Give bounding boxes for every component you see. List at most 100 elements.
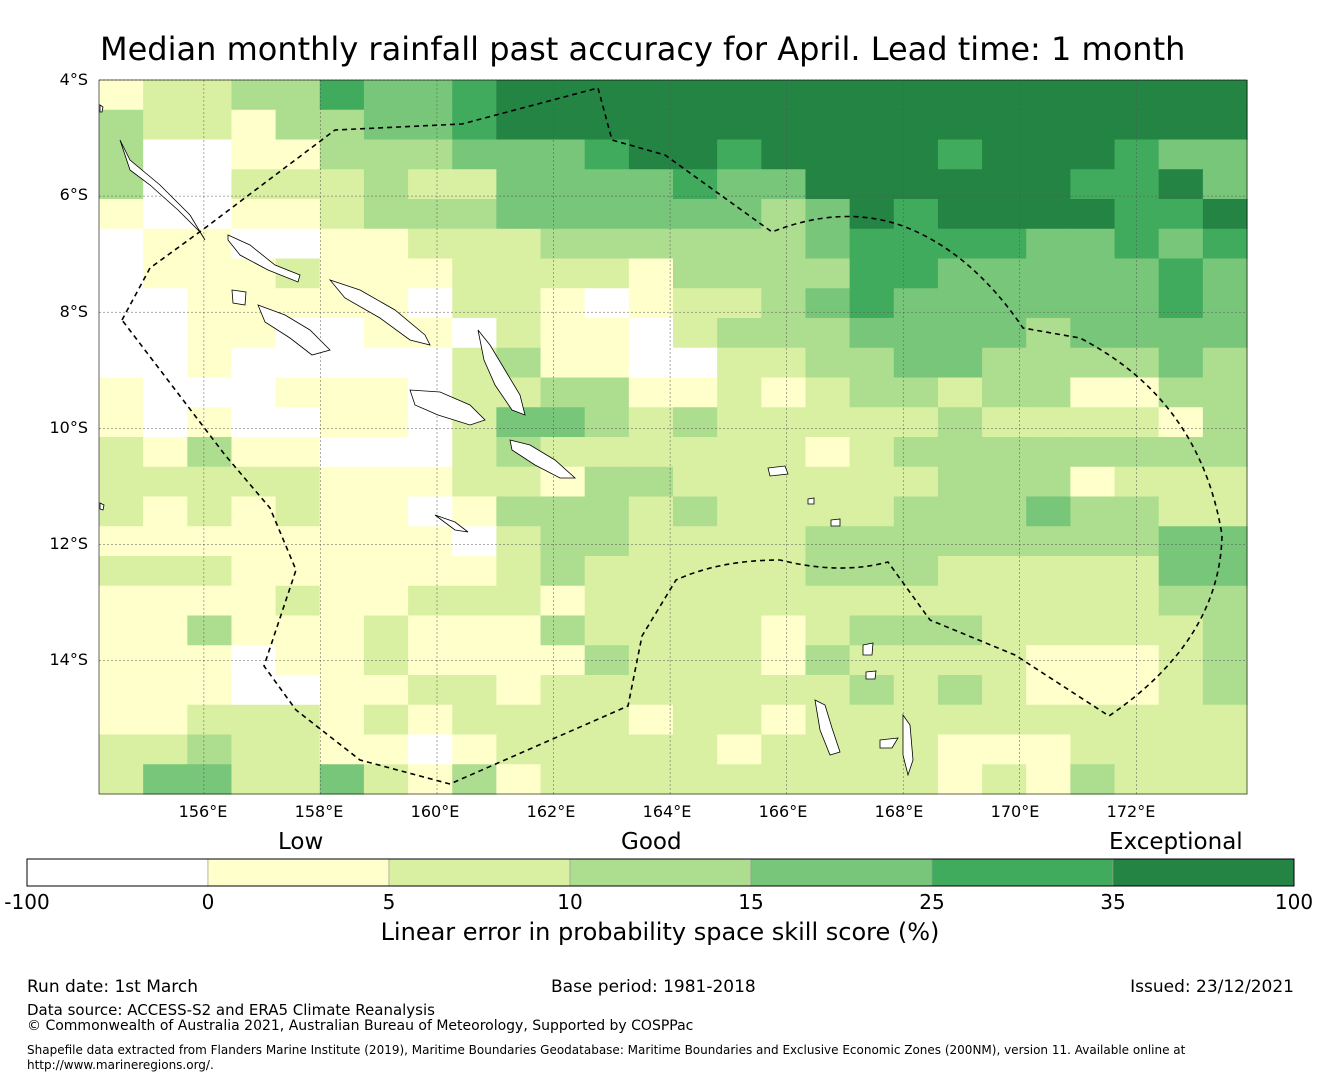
grid-cell xyxy=(187,169,233,200)
grid-cell xyxy=(717,734,762,765)
grid-cell xyxy=(717,466,762,498)
grid-cell xyxy=(761,496,807,527)
grid-cell xyxy=(584,318,630,349)
grid-cell xyxy=(805,764,851,795)
grid-cell xyxy=(496,109,542,141)
grid-cell xyxy=(1158,109,1204,141)
grid-cell xyxy=(319,139,365,170)
grid-cell xyxy=(761,347,807,379)
grid-cell xyxy=(1158,585,1204,617)
grid-cell xyxy=(275,407,321,438)
grid-cell xyxy=(275,615,321,646)
grid-cell xyxy=(1026,288,1071,319)
grid-cell xyxy=(893,199,939,230)
grid-cell xyxy=(408,199,453,230)
grid-cell xyxy=(187,80,233,111)
grid-cell xyxy=(893,734,939,765)
grid-cell xyxy=(143,258,188,289)
grid-cell xyxy=(893,228,939,260)
grid-cell xyxy=(717,496,762,527)
grid-cell xyxy=(937,556,983,587)
lat-label-8s: 8°S xyxy=(59,302,88,321)
grid-cell xyxy=(1026,228,1071,260)
grid-cell xyxy=(1070,556,1116,587)
grid-cell xyxy=(673,466,718,498)
grid-cell xyxy=(143,496,188,527)
grid-cell xyxy=(628,496,674,527)
grid-cell xyxy=(982,169,1027,200)
grid-cell xyxy=(99,80,144,111)
grid-cell xyxy=(1026,585,1071,617)
grid-cell xyxy=(584,228,630,260)
grid-cell xyxy=(937,377,983,408)
grid-cell xyxy=(1026,139,1071,170)
grid-cell xyxy=(805,585,851,617)
grid-cell xyxy=(452,80,497,111)
category-exceptional: Exceptional xyxy=(1109,829,1243,855)
grid-cell xyxy=(452,228,497,260)
grid-cell xyxy=(849,228,895,260)
coast-islet-1 xyxy=(865,670,877,680)
grid-cell xyxy=(805,407,851,438)
grid-cell xyxy=(275,556,321,587)
grid-cell xyxy=(319,496,365,527)
grid-cell xyxy=(1026,466,1071,498)
coast-islet-5 xyxy=(99,104,104,113)
grid-cell xyxy=(540,615,586,646)
grid-cell xyxy=(319,228,365,260)
grid-cell xyxy=(717,318,762,349)
colorbar-segment xyxy=(750,858,933,887)
colorbar-segment xyxy=(388,858,571,887)
grid-cell xyxy=(982,675,1027,706)
grid-cell xyxy=(1070,704,1116,736)
grid-cell xyxy=(1070,80,1116,111)
grid-cell xyxy=(408,615,453,646)
grid-cell xyxy=(761,526,807,557)
grid-cell xyxy=(893,437,939,468)
grid-cell xyxy=(363,437,409,468)
coast-santa-isabel xyxy=(328,279,431,346)
grid-cell xyxy=(231,80,277,111)
grid-cell xyxy=(275,764,321,795)
grid-cell xyxy=(937,615,983,646)
grid-cell xyxy=(717,407,762,438)
grid-cell xyxy=(628,675,674,706)
grid-cell xyxy=(805,437,851,468)
grid-cell xyxy=(187,675,233,706)
grid-cell xyxy=(231,347,277,379)
grid-cell xyxy=(628,734,674,765)
grid-cell xyxy=(1070,466,1116,498)
grid-cell xyxy=(1114,704,1160,736)
grid-cell xyxy=(717,80,762,111)
grid-cell xyxy=(628,228,674,260)
grid-cell xyxy=(761,675,807,706)
grid-cell xyxy=(584,466,630,498)
grid-cell xyxy=(540,496,586,527)
grid-cell xyxy=(1026,437,1071,468)
grid-cell xyxy=(363,228,409,260)
grid-cell xyxy=(628,109,674,141)
grid-cell xyxy=(717,675,762,706)
coast-islet-3 xyxy=(807,497,815,505)
grid-cell xyxy=(99,258,144,289)
grid-cell xyxy=(805,228,851,260)
grid-cell xyxy=(937,347,983,379)
grid-cell xyxy=(584,526,630,557)
grid-cell xyxy=(1158,139,1204,170)
grid-cell xyxy=(408,139,453,170)
grid-cell xyxy=(363,109,409,141)
grid-cell xyxy=(1202,496,1248,527)
grid-cell xyxy=(1070,199,1116,230)
grid-cell xyxy=(937,228,983,260)
coast-islet-4 xyxy=(231,289,247,306)
grid-cell xyxy=(849,615,895,646)
coast-santa-cruz xyxy=(767,465,789,477)
grid-cell xyxy=(673,437,718,468)
grid-cell xyxy=(628,80,674,111)
grid-cell xyxy=(893,764,939,795)
grid-cell xyxy=(761,585,807,617)
grid-cell xyxy=(893,526,939,557)
grid-cell xyxy=(1070,377,1116,408)
grid-cell xyxy=(982,347,1027,379)
grid-cell xyxy=(275,496,321,527)
